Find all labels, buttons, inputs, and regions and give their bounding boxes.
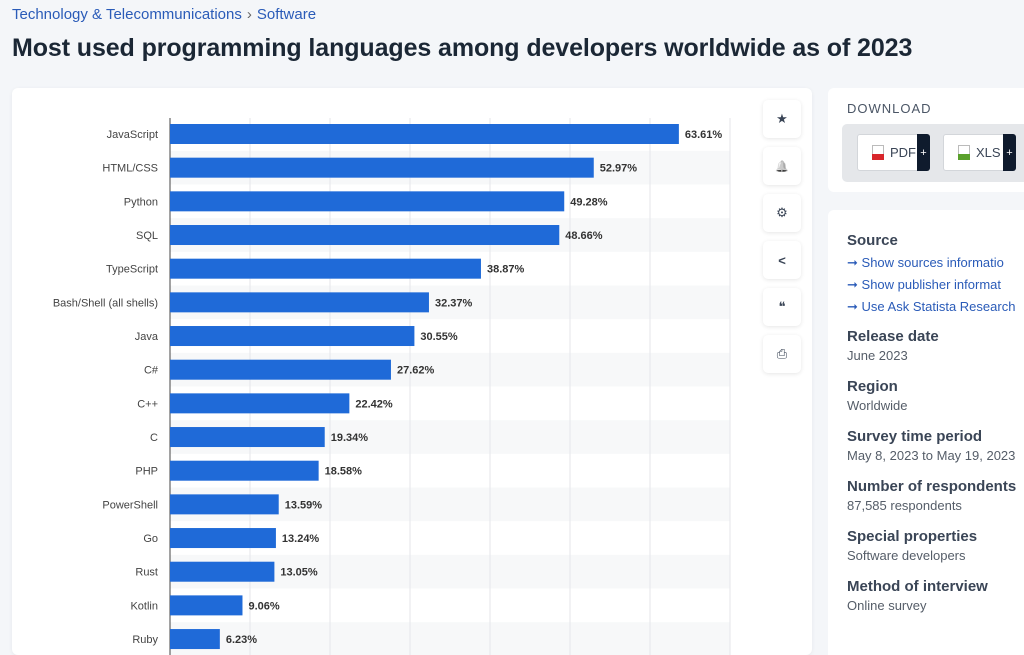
data-label: 13.59% <box>285 499 323 511</box>
data-label: 49.28% <box>570 196 608 208</box>
category-label: C <box>150 432 158 444</box>
print-icon: ⎙ <box>776 346 788 361</box>
category-label: Java <box>135 331 159 343</box>
bar-ruby[interactable] <box>170 629 220 650</box>
share-icon: < <box>778 252 786 268</box>
star-icon: ★ <box>776 111 788 126</box>
cite-button[interactable]: ❝ <box>763 288 801 326</box>
print-button[interactable]: ⎙ <box>763 335 801 373</box>
ask-statista-link[interactable]: ➞ Use Ask Statista Research <box>847 299 1016 314</box>
bar-php[interactable] <box>170 460 319 481</box>
category-label: C# <box>144 365 159 377</box>
data-label: 9.06% <box>248 600 279 612</box>
data-label: 48.66% <box>565 230 603 242</box>
xls-label: XLS <box>976 145 1001 160</box>
release-date-label: Release date <box>847 328 939 345</box>
category-label: JavaScript <box>107 129 158 141</box>
arrow-right-icon: ➞ <box>847 255 858 270</box>
data-label: 6.23% <box>226 634 257 646</box>
pdf-plus-button[interactable]: + <box>917 134 930 171</box>
category-label: SQL <box>136 230 158 242</box>
data-label: 13.05% <box>280 567 318 579</box>
bar-c-[interactable] <box>170 359 391 380</box>
data-label: 18.58% <box>325 466 363 478</box>
category-label: Python <box>124 196 158 208</box>
breadcrumb: Technology & Telecommunications › Software <box>12 6 316 23</box>
bar-html-css[interactable] <box>170 157 594 178</box>
data-label: 22.42% <box>355 398 393 410</box>
chart-card: JavaScript 63.61% HTML/CSS 52.97% Python 49.2… <box>12 88 812 655</box>
bar-chart: JavaScript 63.61% HTML/CSS 52.97% Python 49.2… <box>53 118 731 655</box>
statistic-info-panel: Source ➞ Show sources informatio ➞ Show … <box>828 210 1024 655</box>
interview-method-label: Method of interview <box>847 578 988 595</box>
bar-powershell[interactable] <box>170 494 279 515</box>
category-label: Bash/Shell (all shells) <box>53 297 158 309</box>
data-label: 32.37% <box>435 297 473 309</box>
pdf-label: PDF <box>890 145 916 160</box>
data-label: 19.34% <box>331 432 369 444</box>
category-label: PHP <box>135 466 158 478</box>
download-pdf-button[interactable]: PDF + <box>857 134 930 171</box>
bell-icon: 🔔 <box>775 160 789 173</box>
category-label: Rust <box>135 567 158 579</box>
xls-plus-button[interactable]: + <box>1003 134 1016 171</box>
bar-go[interactable] <box>170 528 276 549</box>
download-xls-button[interactable]: XLS + <box>943 134 1016 171</box>
breadcrumb-link-technology[interactable]: Technology & Telecommunications <box>12 6 242 23</box>
data-label: 63.61% <box>685 129 723 141</box>
category-label: Ruby <box>132 634 158 646</box>
release-date-value: June 2023 <box>847 348 908 363</box>
bar-python[interactable] <box>170 191 565 212</box>
data-label: 52.97% <box>600 163 638 175</box>
interview-method-value: Online survey <box>847 598 927 613</box>
arrow-right-icon: ➞ <box>847 299 858 314</box>
data-label: 38.87% <box>487 264 525 276</box>
bar-java[interactable] <box>170 326 415 347</box>
bar-rust[interactable] <box>170 561 275 582</box>
arrow-right-icon: ➞ <box>847 277 858 292</box>
page-title: Most used programming languages among de… <box>12 34 913 62</box>
category-label: PowerShell <box>102 499 158 511</box>
bar-kotlin[interactable] <box>170 595 243 616</box>
region-value: Worldwide <box>847 398 908 413</box>
special-properties-value: Software developers <box>847 548 966 563</box>
bar-bash-shell-all-shells-[interactable] <box>170 292 429 313</box>
download-heading: DOWNLOAD <box>847 101 932 116</box>
chart-toolbar: ★ 🔔 ⚙ < ❝ ⎙ <box>763 100 801 382</box>
bar-sql[interactable] <box>170 225 560 246</box>
survey-period-label: Survey time period <box>847 428 983 445</box>
category-label: Kotlin <box>130 600 158 612</box>
category-label: Go <box>143 533 158 545</box>
respondents-label: Number of respondents <box>847 478 1017 495</box>
data-label: 30.55% <box>420 331 458 343</box>
source-heading: Source <box>847 232 898 249</box>
notification-button[interactable]: 🔔 <box>763 147 801 185</box>
respondents-value: 87,585 respondents <box>847 498 962 513</box>
category-label: HTML/CSS <box>102 163 158 175</box>
region-label: Region <box>847 378 898 395</box>
gear-icon: ⚙ <box>776 205 788 220</box>
breadcrumb-separator: › <box>246 6 252 23</box>
data-label: 13.24% <box>282 533 320 545</box>
settings-button[interactable]: ⚙ <box>763 194 801 232</box>
special-properties-label: Special properties <box>847 528 978 545</box>
pdf-file-icon <box>872 145 884 160</box>
show-sources-link[interactable]: ➞ Show sources informatio <box>847 255 1004 270</box>
bar-c[interactable] <box>170 427 325 448</box>
download-panel: DOWNLOAD PDF + XLS + <box>828 88 1024 192</box>
share-button[interactable]: < <box>763 241 801 279</box>
category-label: C++ <box>137 398 158 410</box>
bar-typescript[interactable] <box>170 258 481 279</box>
favorite-button[interactable]: ★ <box>763 100 801 138</box>
survey-period-value: May 8, 2023 to May 19, 2023 <box>847 448 1016 463</box>
show-publisher-link[interactable]: ➞ Show publisher informat <box>847 277 1001 292</box>
data-label: 27.62% <box>397 365 435 377</box>
bar-javascript[interactable] <box>170 124 679 144</box>
breadcrumb-link-software[interactable]: Software <box>256 6 317 23</box>
category-label: TypeScript <box>106 264 158 276</box>
bar-c-[interactable] <box>170 393 350 414</box>
row-stripe <box>170 622 730 655</box>
quote-icon: ❝ <box>778 299 786 314</box>
xls-file-icon <box>958 145 970 160</box>
